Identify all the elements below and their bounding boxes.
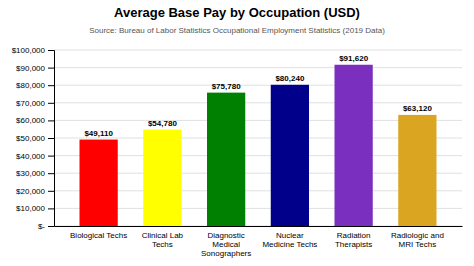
subtitle: Source: Bureau of Labor Statistics Occup… [89, 26, 385, 35]
tick: NuclearMedicine Techs [262, 231, 317, 249]
tick-label: Biological Techs [70, 231, 127, 240]
tick-label-line: Nuclear [276, 231, 304, 240]
tick: $80,000 [16, 81, 54, 90]
data-label: $49,110 [84, 129, 113, 138]
tick: $100,000 [12, 46, 54, 55]
data-label: $91,620 [339, 54, 368, 63]
tick: $10,000 [16, 204, 54, 213]
tick-label-line: Biological Techs [70, 231, 127, 240]
tick: DiagnosticMedicalSonographers [201, 231, 251, 258]
grid-line [54, 85, 462, 86]
tick: $20,000 [16, 187, 54, 196]
axis-line [48, 51, 55, 227]
tick-mark [48, 191, 54, 192]
tick-label: $50,000 [16, 134, 45, 143]
data-label: $80,240 [275, 74, 304, 83]
x-axis: Biological Techs Clinical LabTechs Diagnos… [55, 227, 463, 259]
axis-line [55, 226, 463, 227]
tick: $40,000 [16, 152, 54, 161]
tick-mark [48, 173, 54, 174]
tick-label: Radiologic andMRI Techs [391, 231, 444, 249]
tick-label-line: MRI Techs [399, 240, 437, 249]
tick-mark [48, 138, 54, 139]
tick-mark [48, 85, 54, 86]
tick: $50,000 [16, 134, 54, 143]
tick-label-line: Sonographers [201, 249, 251, 258]
tick-label: $30,000 [16, 169, 45, 178]
tick-label: $90,000 [16, 64, 45, 73]
data-label: $54,780 [148, 119, 177, 128]
tick-mark [48, 208, 54, 209]
tick: Biological Techs [70, 231, 127, 240]
tick-label: $80,000 [16, 81, 45, 90]
tick-label: $70,000 [16, 99, 45, 108]
tick-mark [48, 50, 54, 51]
tick-label: $40,000 [16, 152, 45, 161]
tick-mark [48, 120, 54, 121]
tick-mark [48, 68, 54, 69]
bar [143, 130, 181, 226]
data-label: $75,780 [212, 82, 241, 91]
tick: $70,000 [16, 99, 54, 108]
tick-label-line: Radiologic and [391, 231, 444, 240]
tick-label-line: Radiation [337, 231, 371, 240]
data-label: $63,120 [403, 104, 432, 113]
chart: Average Base Pay by Occupation (USD) Sour… [0, 0, 474, 266]
tick: RadiationTherapists [335, 231, 372, 249]
tick-label: $10,000 [16, 204, 45, 213]
tick-label: $- [38, 222, 45, 231]
grid-line [54, 67, 462, 68]
tick-mark [48, 103, 54, 104]
tick: $60,000 [16, 116, 54, 125]
tick-label: $100,000 [12, 46, 46, 55]
bar [335, 65, 373, 226]
tick-label-line: Clinical Lab [142, 231, 184, 240]
data-labels: $49,110 $54,780 $75,780 $80,240 $91,620 $63,1… [84, 54, 432, 138]
bar [271, 85, 309, 226]
tick-label-line: Therapists [335, 240, 372, 249]
plot: $49,110 $54,780 $75,780 $80,240 $91,620 $63,1… [12, 46, 463, 258]
tick-label: $60,000 [16, 116, 45, 125]
tick-label-line: Diagnostic [207, 231, 244, 240]
tick: Clinical LabTechs [142, 231, 184, 249]
grid-line [54, 50, 462, 51]
bars [80, 65, 437, 226]
tick-label: NuclearMedicine Techs [262, 231, 317, 249]
grid-line [54, 102, 462, 103]
tick-label-line: Techs [152, 240, 173, 249]
bar [80, 140, 118, 226]
bar [207, 93, 245, 226]
tick-label: $20,000 [16, 187, 45, 196]
tick-label: RadiationTherapists [335, 231, 372, 249]
tick: $30,000 [16, 169, 54, 178]
tick-mark [48, 226, 54, 227]
grid [54, 50, 462, 226]
tick-label-line: Medicine Techs [262, 240, 317, 249]
tick-label: Clinical LabTechs [142, 231, 184, 249]
tick-label-line: Medical [212, 240, 240, 249]
tick: $- [38, 222, 54, 231]
title: Average Base Pay by Occupation (USD) [114, 5, 360, 20]
y-axis: $- $10,000 $20,000 $30,000 $40,000 $50,000 $60… [12, 46, 55, 231]
tick: Radiologic andMRI Techs [391, 231, 444, 249]
tick-mark [48, 156, 54, 157]
tick-label: DiagnosticMedicalSonographers [201, 231, 251, 258]
tick: $90,000 [16, 64, 54, 73]
bar [398, 115, 436, 226]
